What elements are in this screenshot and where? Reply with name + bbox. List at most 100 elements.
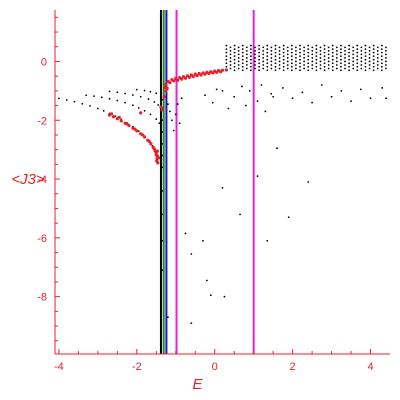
point-0-323 (344, 57, 346, 59)
point-0-256 (307, 55, 310, 58)
point-0-280 (319, 49, 322, 52)
point-1-1 (111, 115, 116, 119)
point-0-343 (356, 65, 359, 68)
point-0-62 (190, 322, 193, 325)
point-0-149 (250, 62, 252, 65)
point-0-337 (352, 60, 355, 63)
point-0-23 (124, 101, 127, 104)
point-0-221 (286, 46, 289, 49)
point-0-165 (258, 58, 261, 61)
point-0-52 (161, 269, 164, 272)
point-0-138 (241, 48, 244, 51)
point-0-4 (89, 104, 91, 107)
point-0-153 (250, 48, 252, 51)
point-0-46 (161, 142, 164, 145)
point-1-28 (155, 159, 159, 163)
point-0-336 (352, 64, 355, 66)
point-0-92 (340, 89, 343, 92)
point-0-178 (266, 65, 269, 68)
point-0-87 (291, 97, 294, 100)
point-0-47 (161, 154, 164, 157)
point-0-362 (364, 51, 367, 54)
point-0-376 (372, 55, 375, 58)
point-1-54 (187, 75, 191, 79)
x-tick-label: 0 (212, 361, 218, 373)
point-0-263 (311, 57, 314, 59)
point-0-220 (286, 49, 289, 52)
point-0-264 (311, 53, 314, 56)
point-0-28 (155, 118, 158, 120)
point-0-288 (323, 48, 326, 51)
point-0-378 (372, 48, 375, 51)
reference-lines (159, 10, 255, 354)
point-1-50 (172, 79, 176, 83)
point-0-222 (290, 69, 293, 72)
point-0-169 (258, 44, 261, 47)
point-0-241 (299, 55, 301, 58)
point-0-332 (348, 51, 350, 54)
point-0-252 (307, 69, 310, 72)
point-0-66 (206, 279, 208, 282)
point-0-236 (295, 46, 297, 49)
x-tick-label: -4 (54, 361, 64, 373)
point-1-18 (117, 115, 121, 119)
point-0-174 (262, 53, 265, 56)
point-0-235 (295, 49, 297, 52)
point-0-340 (352, 49, 355, 52)
point-0-48 (161, 166, 164, 169)
point-0-161 (254, 46, 256, 49)
point-1-9 (142, 135, 147, 139)
point-0-351 (360, 64, 363, 66)
point-0-324 (344, 53, 346, 56)
point-0-267 (315, 69, 318, 72)
point-0-111 (229, 64, 232, 66)
point-0-262 (311, 60, 314, 63)
point-0-298 (331, 65, 334, 68)
scatter-points (57, 44, 388, 325)
point-0-127 (237, 60, 240, 63)
point-0-294 (327, 53, 330, 56)
point-0-373 (372, 65, 375, 68)
point-0-194 (274, 62, 277, 65)
point-0-320 (344, 67, 346, 70)
point-0-55 (170, 119, 173, 122)
point-1-23 (152, 147, 156, 151)
point-0-330 (348, 58, 350, 61)
point-0-377 (372, 51, 375, 54)
point-0-386 (376, 46, 379, 49)
point-0-319 (340, 44, 342, 47)
point-0-41 (155, 92, 158, 95)
point-0-316 (340, 55, 342, 58)
point-0-281 (319, 46, 322, 49)
point-1-3 (119, 119, 123, 123)
point-0-190 (270, 49, 273, 52)
point-0-89 (311, 101, 313, 104)
point-0-232 (295, 60, 297, 63)
point-0-2 (73, 100, 76, 103)
point-0-307 (335, 60, 338, 63)
point-0-132 (241, 69, 244, 72)
point-0-135 (241, 58, 244, 61)
point-0-137 (241, 51, 244, 54)
point-0-304 (331, 44, 334, 47)
x-tick-label: 4 (367, 361, 373, 373)
point-0-328 (348, 65, 350, 68)
point-0-352 (360, 60, 363, 63)
point-0-309 (335, 53, 338, 56)
point-0-130 (237, 49, 240, 52)
point-0-213 (282, 48, 285, 51)
point-1-48 (164, 82, 168, 86)
point-0-226 (290, 55, 293, 58)
point-0-110 (229, 67, 232, 70)
point-0-305 (335, 67, 338, 70)
point-0-254 (307, 62, 310, 65)
point-0-345 (356, 58, 359, 61)
point-0-227 (290, 51, 293, 54)
y-tick-label: -4 (37, 174, 47, 186)
point-1-22 (147, 139, 151, 144)
point-0-290 (327, 67, 330, 70)
point-0-318 (340, 48, 342, 51)
point-0-166 (258, 55, 261, 58)
point-0-206 (278, 46, 281, 49)
point-0-382 (376, 60, 379, 63)
